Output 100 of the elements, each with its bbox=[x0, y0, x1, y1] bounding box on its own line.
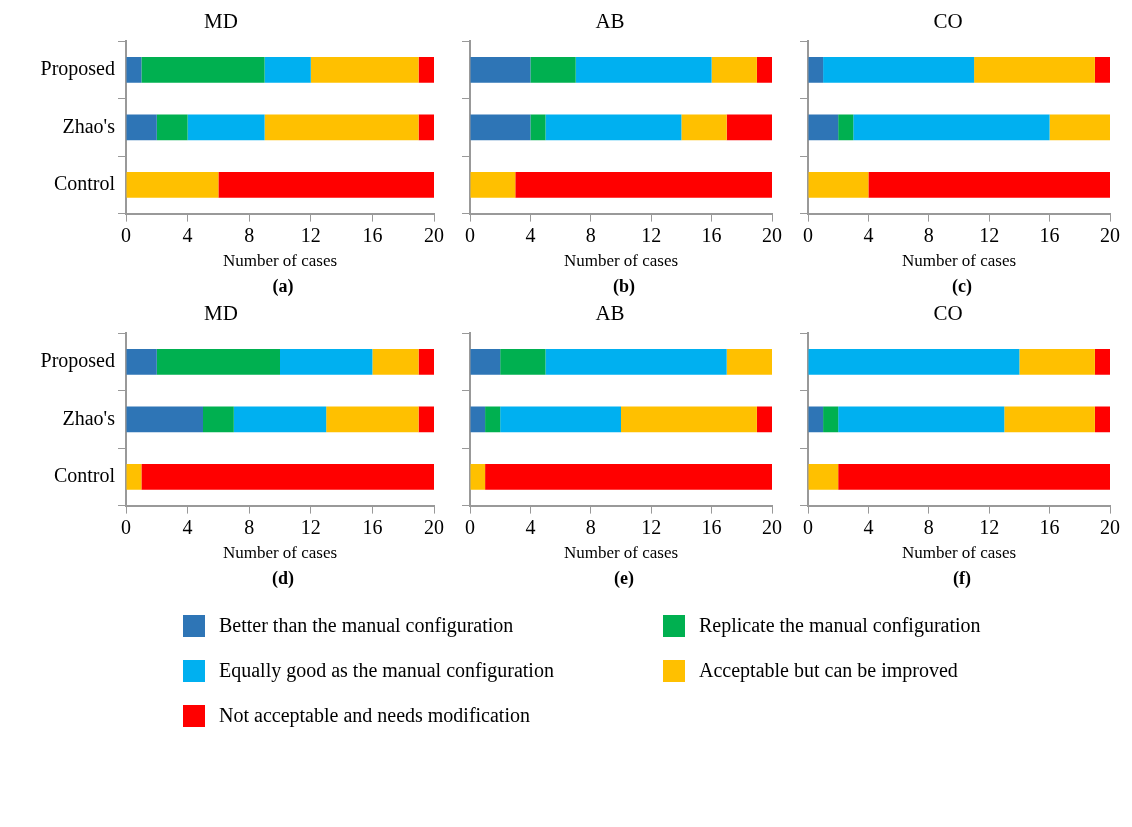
x-tick-label: 20 bbox=[762, 223, 782, 246]
bar bbox=[808, 463, 839, 490]
bar bbox=[233, 406, 327, 433]
x-tick-label: 16 bbox=[362, 223, 383, 246]
bar bbox=[156, 349, 280, 375]
bar bbox=[126, 349, 157, 375]
x-tick-label: 0 bbox=[121, 223, 131, 246]
x-tick-label: 20 bbox=[762, 515, 782, 538]
bar bbox=[868, 171, 1110, 198]
bar bbox=[838, 406, 1005, 433]
x-tick-label: 16 bbox=[362, 515, 383, 538]
bar bbox=[418, 57, 434, 83]
x-tick-label: 0 bbox=[465, 223, 475, 246]
x-tick-label: 8 bbox=[244, 223, 255, 246]
x-tick-label: 12 bbox=[300, 515, 321, 538]
bar bbox=[808, 171, 869, 198]
bar bbox=[808, 114, 839, 141]
bar bbox=[1094, 406, 1110, 433]
bar bbox=[372, 349, 419, 375]
chart-title: MD bbox=[204, 301, 238, 326]
x-tick-label: 16 bbox=[1039, 223, 1060, 246]
y-tick-label: Zhao's bbox=[62, 406, 116, 429]
bar bbox=[756, 57, 772, 83]
bar bbox=[264, 114, 419, 141]
x-tick-label: 4 bbox=[182, 223, 193, 246]
bar bbox=[500, 349, 546, 375]
text: (f) bbox=[952, 568, 972, 590]
bar bbox=[126, 406, 203, 433]
x-tick-label: 4 bbox=[863, 515, 874, 538]
bar bbox=[1004, 406, 1095, 433]
y-tick-label: Proposed bbox=[40, 57, 115, 81]
legend-label: Replicate the manual configuration bbox=[699, 614, 981, 637]
bar bbox=[141, 57, 265, 83]
bar bbox=[485, 406, 501, 433]
bar bbox=[838, 114, 854, 141]
bar bbox=[1049, 114, 1110, 141]
x-tick-label: 0 bbox=[803, 515, 813, 538]
bar bbox=[575, 57, 712, 83]
bar bbox=[470, 349, 501, 375]
x-axis-title: Number of cases bbox=[901, 251, 1017, 271]
bar bbox=[974, 57, 1095, 83]
bar bbox=[218, 171, 434, 198]
bar bbox=[500, 406, 621, 433]
legend-label: Equally good as the manual configuration bbox=[219, 659, 554, 682]
x-tick-label: 12 bbox=[979, 223, 1000, 246]
y-tick-label: Proposed bbox=[40, 349, 115, 373]
bar bbox=[726, 114, 772, 141]
bar bbox=[485, 463, 772, 490]
x-tick-label: 20 bbox=[1100, 515, 1120, 538]
text: (e) bbox=[613, 568, 635, 590]
y-tick-label: Control bbox=[53, 172, 116, 195]
bar bbox=[726, 349, 772, 375]
y-tick-label: Control bbox=[53, 464, 116, 487]
bar bbox=[838, 463, 1110, 490]
bar bbox=[310, 57, 419, 83]
bar bbox=[545, 114, 682, 141]
bar bbox=[545, 349, 727, 375]
bar bbox=[711, 57, 757, 83]
bar bbox=[126, 57, 142, 83]
bar bbox=[530, 114, 546, 141]
x-tick-label: 20 bbox=[424, 515, 444, 538]
x-tick-label: 0 bbox=[803, 223, 813, 246]
bar bbox=[823, 406, 839, 433]
bar bbox=[280, 349, 373, 375]
bar bbox=[418, 406, 434, 433]
bar bbox=[808, 57, 824, 83]
bar bbox=[126, 463, 142, 490]
x-tick-label: 12 bbox=[641, 223, 662, 246]
x-axis-title: Number of cases bbox=[222, 251, 338, 271]
x-tick-label: 4 bbox=[863, 223, 874, 246]
bar bbox=[470, 463, 486, 490]
x-axis-title: Number of cases bbox=[563, 543, 679, 563]
y-tick-label: Zhao's bbox=[62, 114, 116, 137]
x-tick-label: 20 bbox=[1100, 223, 1120, 246]
bar bbox=[808, 406, 824, 433]
x-tick-label: 8 bbox=[585, 223, 596, 246]
x-axis-title: Number of cases bbox=[222, 543, 338, 563]
bar bbox=[156, 114, 188, 141]
x-axis-title: Number of cases bbox=[901, 543, 1017, 563]
x-tick-label: 8 bbox=[244, 515, 255, 538]
bar bbox=[530, 57, 576, 83]
bar bbox=[1019, 349, 1095, 375]
bar bbox=[756, 406, 772, 433]
bar bbox=[1094, 349, 1110, 375]
bar bbox=[187, 114, 265, 141]
x-tick-label: 8 bbox=[585, 515, 596, 538]
text: (b) bbox=[612, 276, 636, 298]
bar bbox=[853, 114, 1050, 141]
bar bbox=[808, 349, 1020, 375]
x-tick-label: 0 bbox=[121, 515, 131, 538]
x-tick-label: 16 bbox=[701, 223, 722, 246]
legend-label: Acceptable but can be improved bbox=[699, 659, 958, 682]
legend-label: Better than the manual configuration bbox=[219, 614, 514, 637]
bar bbox=[470, 171, 516, 198]
bar bbox=[470, 114, 531, 141]
bar bbox=[141, 463, 434, 490]
chart-title: CO bbox=[933, 301, 963, 326]
x-tick-label: 4 bbox=[525, 223, 536, 246]
bar bbox=[126, 171, 219, 198]
bar bbox=[418, 114, 434, 141]
